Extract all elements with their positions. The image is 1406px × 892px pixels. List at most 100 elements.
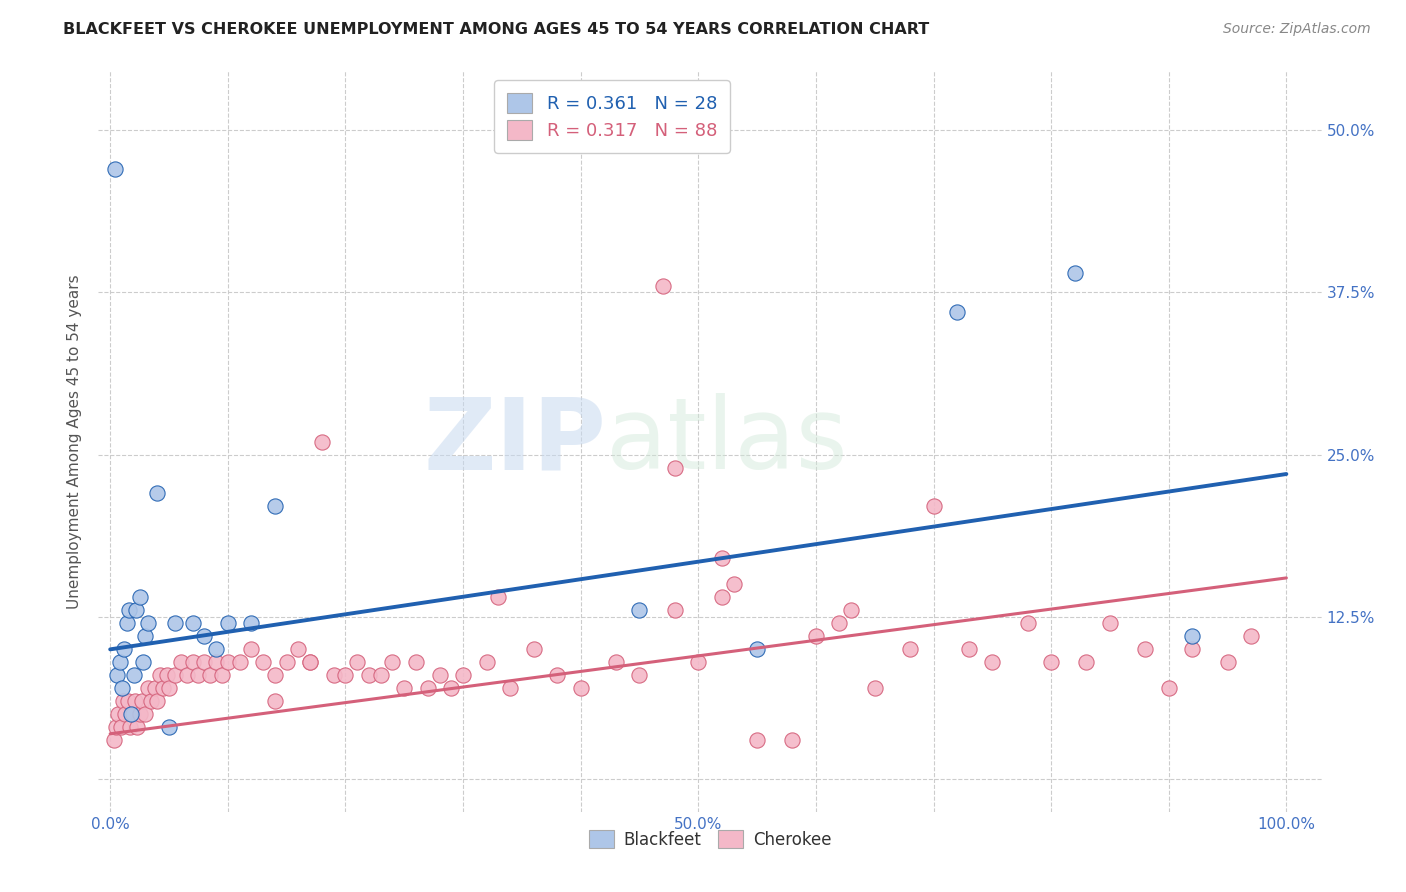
Point [136,681,159,696]
Point [134,629,156,643]
Point [523,642,546,657]
Text: atlas: atlas [606,393,848,490]
Point [181,616,204,631]
Point [745,733,768,747]
Point [429,668,451,682]
Point [128,707,150,722]
Point [569,681,592,696]
Point [125,603,148,617]
Point [335,668,357,682]
Point [117,694,139,708]
Point [451,668,474,682]
Point [157,681,180,696]
Point [1098,616,1121,631]
Point [652,278,675,293]
Point [107,707,129,722]
Point [1063,266,1085,280]
Point [688,656,710,670]
Point [108,656,131,670]
Point [157,720,180,734]
Point [143,681,166,696]
Point [114,707,136,722]
Point [1181,642,1204,657]
Point [163,616,186,631]
Point [287,642,309,657]
Point [710,591,733,605]
Point [664,460,686,475]
Point [118,603,141,617]
Point [205,656,228,670]
Point [103,733,125,747]
Point [710,551,733,566]
Point [723,577,745,591]
Point [1181,629,1204,643]
Point [111,681,134,696]
Point [486,591,509,605]
Point [252,656,274,670]
Point [217,616,239,631]
Y-axis label: Unemployment Among Ages 45 to 54 years: Unemployment Among Ages 45 to 54 years [67,274,83,609]
Point [110,720,132,734]
Point [263,694,285,708]
Point [440,681,463,696]
Point [946,304,969,318]
Point [141,694,163,708]
Point [922,500,945,514]
Point [146,486,169,500]
Point [370,668,392,682]
Point [1017,616,1039,631]
Point [839,603,862,617]
Point [228,656,250,670]
Point [1157,681,1180,696]
Point [828,616,851,631]
Point [1216,656,1239,670]
Point [170,656,193,670]
Point [115,616,138,631]
Point [211,668,233,682]
Point [299,656,322,670]
Point [105,668,128,682]
Point [499,681,522,696]
Point [181,656,204,670]
Point [381,656,404,670]
Point [146,694,169,708]
Point [217,656,239,670]
Point [112,694,135,708]
Point [782,733,804,747]
Point [132,656,155,670]
Point [104,161,127,176]
Point [416,681,439,696]
Point [299,656,322,670]
Point [198,668,221,682]
Point [120,720,142,734]
Point [121,707,143,722]
Point [957,642,980,657]
Text: BLACKFEET VS CHEROKEE UNEMPLOYMENT AMONG AGES 45 TO 54 YEARS CORRELATION CHART: BLACKFEET VS CHEROKEE UNEMPLOYMENT AMONG… [63,22,929,37]
Point [1076,656,1098,670]
Point [357,668,380,682]
Point [546,668,568,682]
Point [605,656,627,670]
Point [1040,656,1063,670]
Point [392,681,416,696]
Point [149,668,172,682]
Point [981,656,1004,670]
Point [1135,642,1157,657]
Point [276,656,298,670]
Point [475,656,498,670]
Point [263,500,285,514]
Point [263,668,285,682]
Point [128,591,150,605]
Point [105,720,128,734]
Point [240,616,263,631]
Point [163,668,186,682]
Point [205,642,228,657]
Point [863,681,886,696]
Point [156,668,179,682]
Point [1240,629,1263,643]
Point [187,668,209,682]
Point [628,603,651,617]
Legend: Blackfeet, Cherokee: Blackfeet, Cherokee [582,823,838,855]
Point [346,656,368,670]
Point [152,681,174,696]
